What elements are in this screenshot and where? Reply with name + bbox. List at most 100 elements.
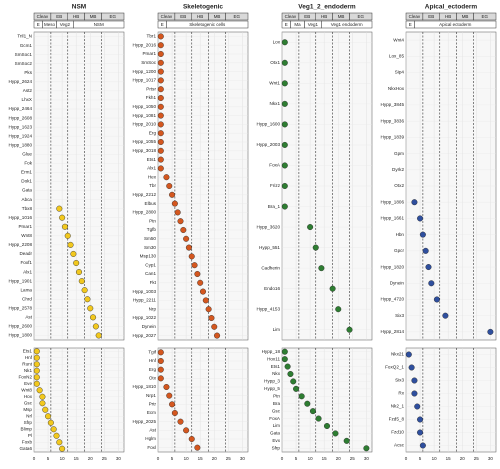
stages-label: HB xyxy=(197,14,203,19)
gene-label: Hypp_1022 xyxy=(133,315,157,320)
x-tick-label: 10 xyxy=(432,456,438,461)
gene-label: Ast2 xyxy=(23,88,33,93)
stages-label: Cleav xyxy=(409,14,421,19)
dot xyxy=(50,426,57,433)
gene-label: Sip4 xyxy=(395,70,405,75)
dot xyxy=(197,279,204,286)
x-tick-label: 30 xyxy=(488,456,494,461)
dot xyxy=(417,429,424,436)
gene-label: Hypp_3018 xyxy=(133,148,157,153)
dot xyxy=(290,378,297,385)
dot xyxy=(199,288,206,295)
gene-label: Nkx1 xyxy=(270,101,281,106)
dot xyxy=(157,112,164,119)
gene-label: FoxA xyxy=(269,416,281,421)
gene-label: Hypp_1800 xyxy=(9,333,33,338)
gene-label: Nkx21 xyxy=(391,352,404,357)
gene-label: Hypp_2003 xyxy=(257,142,281,147)
gene-label: Wnt8 xyxy=(21,233,32,238)
dot xyxy=(33,354,40,361)
gene-label: Dyrk2 xyxy=(392,167,404,172)
gene-label: SmSoc xyxy=(141,60,157,65)
dot xyxy=(157,375,164,382)
gene-label: Lim xyxy=(273,327,281,332)
gene-label: Deadr xyxy=(19,251,32,256)
stages-label: EG xyxy=(109,14,116,19)
gene-label: Wnt8 xyxy=(21,387,32,392)
gene-label: Elbus xyxy=(145,201,157,206)
gene-label: Nkx xyxy=(272,371,281,376)
panel-title: NSM xyxy=(72,4,86,11)
stages-label: EB xyxy=(180,14,186,19)
x-tick-label: 5 xyxy=(419,456,422,461)
dot xyxy=(157,121,164,128)
gene-label: Hypp_1924 xyxy=(9,133,33,138)
gene-label: Hypp_2624 xyxy=(9,79,33,84)
gene-label: Tbx8 xyxy=(22,206,33,211)
gene-label: Pl xyxy=(28,433,32,438)
stages-label: MB xyxy=(90,14,97,19)
stages-label: EG xyxy=(357,14,364,19)
gene-label: Erg xyxy=(149,367,157,372)
dot xyxy=(205,306,212,313)
gene-label: Otx2 xyxy=(394,183,404,188)
gene-label: Hypp_2027 xyxy=(133,333,157,338)
dot xyxy=(419,231,426,238)
stages-label: EG xyxy=(233,14,240,19)
dot xyxy=(281,39,288,46)
gene-label: Gata xyxy=(22,188,32,193)
gene-label: Hypp_3845 xyxy=(381,102,405,107)
lineage-label: Apical ectoderm xyxy=(439,22,472,27)
dot xyxy=(45,413,52,420)
x-tick-label: 20 xyxy=(212,456,218,461)
dot xyxy=(47,419,54,426)
gene-label: Hypp_1839 xyxy=(381,135,405,140)
gene-label: Otx1 xyxy=(270,60,280,65)
gene-label: Frizz xyxy=(270,183,281,188)
x-tick-label: 5 xyxy=(171,456,174,461)
x-tick-label: 30 xyxy=(364,456,370,461)
gene-label: Hypp_1901 xyxy=(9,278,33,283)
plot-frame xyxy=(281,347,373,453)
gene-label: SmSoc2 xyxy=(15,61,33,66)
gene-label: Hypp_2464 xyxy=(9,106,33,111)
dot xyxy=(157,103,164,110)
dot xyxy=(157,68,164,75)
gene-label: Tgfb xyxy=(147,227,157,232)
dot xyxy=(157,358,164,365)
gene-label: Hypp_1081 xyxy=(133,113,157,118)
gene-label: Hypp_1055 xyxy=(133,139,157,144)
stages-box xyxy=(473,12,497,21)
dot xyxy=(157,165,164,172)
gene-label: Hypp_1600 xyxy=(257,122,281,127)
gene-label: Msp130 xyxy=(140,254,157,259)
gene-label: Ast xyxy=(25,315,32,320)
gene-label: Ecm xyxy=(147,410,156,415)
gene-label: Nk2_1 xyxy=(391,404,405,409)
gene-label: Hglm xyxy=(145,436,156,441)
dot xyxy=(422,247,429,254)
gene-label: Hypp_1017 xyxy=(133,78,157,83)
dot xyxy=(411,199,418,206)
dot xyxy=(33,348,40,355)
plot-frame xyxy=(33,347,125,453)
gene-label: Hex xyxy=(148,174,157,179)
gene-label: Hypp_1050 xyxy=(133,104,157,109)
dot xyxy=(84,296,91,303)
gene-label: Hypp_551 xyxy=(259,245,280,250)
lineage-box xyxy=(321,20,373,29)
gene-label: FoxQ2_1 xyxy=(385,365,404,370)
gene-label: Hypp_1810 xyxy=(133,384,157,389)
x-tick-label: 5 xyxy=(295,456,298,461)
gene-label: Foxl xyxy=(147,445,156,450)
dot xyxy=(363,445,370,452)
dot xyxy=(191,262,198,269)
gene-label: Hypp_1623 xyxy=(9,124,33,129)
gene-label: Gpm xyxy=(394,151,404,156)
stages-label: EB xyxy=(304,14,310,19)
dot xyxy=(417,416,424,423)
gene-label: Bra_1 xyxy=(268,204,281,209)
gene-label: Alx1 xyxy=(23,269,32,274)
gene-label: Nk1 xyxy=(24,368,33,373)
lineage-label: E xyxy=(409,22,412,27)
